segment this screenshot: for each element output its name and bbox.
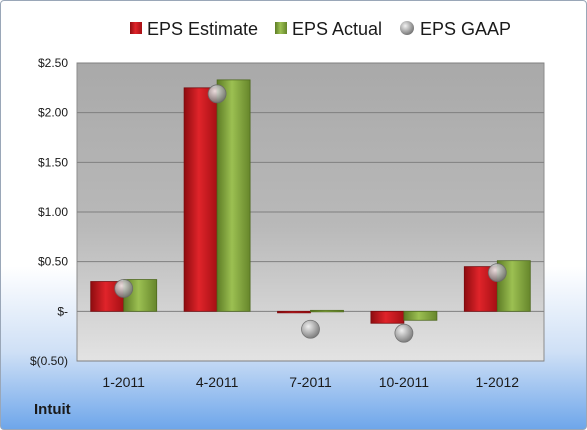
eps-estimate-bar (370, 310, 405, 324)
y-tick-label: $- (57, 304, 68, 318)
eps-actual-bar (403, 310, 438, 321)
legend-gaap-swatch (400, 21, 414, 35)
eps-actual-bar (310, 309, 344, 313)
eps-gaap-marker (114, 279, 134, 298)
eps-gaap-marker (207, 84, 227, 104)
legend-actual-label: EPS Actual (292, 19, 382, 39)
y-tick-label: $1.50 (38, 155, 68, 169)
y-tick-label: $1.00 (38, 205, 68, 219)
x-category-label: 4-2011 (196, 374, 239, 390)
bars (90, 79, 531, 324)
y-axis-ticks: $2.50 $2.00 $1.50 $1.00 $0.50 $- $(0.50) (30, 56, 68, 368)
x-category-label: 1-2012 (476, 374, 520, 390)
eps-gaap-marker (301, 319, 320, 339)
eps-estimate-bar (183, 87, 218, 312)
y-tick-label: $2.00 (38, 106, 68, 120)
x-category-label: 1-2011 (102, 374, 145, 390)
legend: EPS Estimate EPS Actual EPS GAAP (130, 19, 511, 39)
company-label: Intuit (34, 401, 71, 418)
legend-gaap-label: EPS GAAP (420, 19, 511, 39)
legend-estimate-swatch (130, 22, 142, 34)
y-tick-label: $0.50 (38, 255, 68, 269)
x-category-label: 10-2011 (379, 374, 430, 390)
y-tick-label: $2.50 (38, 56, 68, 70)
legend-estimate-label: EPS Estimate (147, 19, 258, 39)
gaap-markers (114, 84, 507, 343)
eps-actual-bar (216, 79, 251, 312)
y-tick-label: $(0.50) (30, 354, 68, 368)
x-category-label: 7-2011 (289, 374, 332, 390)
x-axis-ticks: 1-2011 4-2011 7-2011 10-2011 1-2012 (102, 374, 519, 390)
eps-estimate-bar (277, 310, 311, 314)
eps-gaap-marker (394, 323, 414, 343)
eps-gaap-marker (487, 263, 507, 282)
legend-actual-swatch (275, 22, 287, 34)
